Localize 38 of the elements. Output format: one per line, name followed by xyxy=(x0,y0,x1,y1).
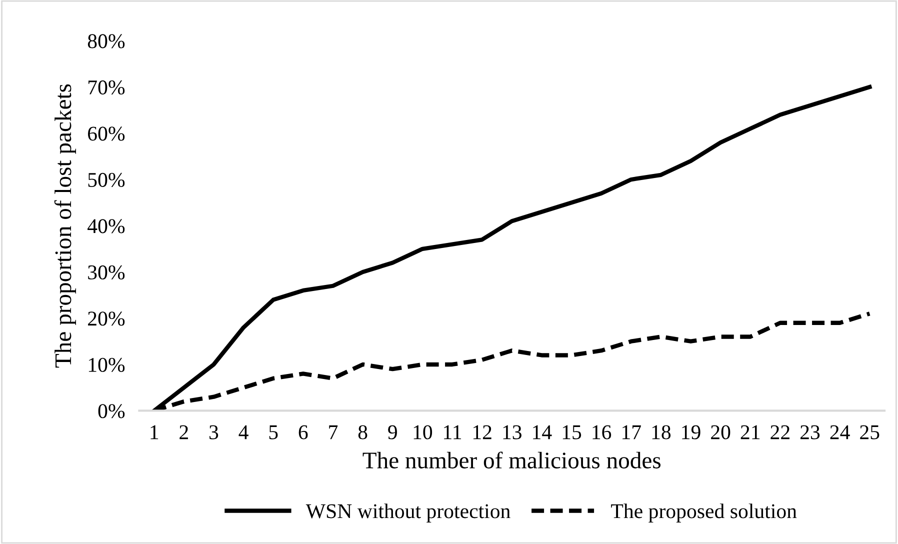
x-tick-label: 11 xyxy=(444,425,462,440)
x-tick-label: 19 xyxy=(682,425,700,440)
x-tick-label: 5 xyxy=(269,425,278,440)
x-tick-label: 2 xyxy=(180,425,188,440)
x-tick-label: 23 xyxy=(800,425,820,440)
x-tick-label: 20 xyxy=(711,425,730,440)
y-tick-label: 10% xyxy=(88,358,125,372)
y-tick-label: 50% xyxy=(88,172,125,188)
x-tick-label: 8 xyxy=(358,425,368,440)
y-tick-label: 20% xyxy=(88,312,125,326)
x-tick-label: 14 xyxy=(533,425,552,440)
x-axis-title: The number of malicious nodes xyxy=(362,452,661,468)
x-tick-label: 15 xyxy=(562,425,582,440)
x-tick-label: 4 xyxy=(238,425,248,440)
x-tick-label: 18 xyxy=(652,425,671,440)
x-tick-label: 12 xyxy=(473,425,492,440)
x-tick-label: 1 xyxy=(150,425,158,440)
y-tick-label: 0% xyxy=(98,404,125,418)
y-axis-title: The proportion of lost packets xyxy=(54,84,76,368)
legend-label: The proposed solution xyxy=(611,504,797,522)
x-tick-label: 6 xyxy=(298,425,308,440)
x-tick-label: 22 xyxy=(770,425,790,440)
x-tick-label: 9 xyxy=(388,425,397,440)
x-tick-label: 10 xyxy=(414,425,432,440)
y-tick-label: 70% xyxy=(88,80,125,95)
y-tick-label: 80% xyxy=(88,34,125,48)
x-tick-label: 17 xyxy=(622,425,641,440)
y-tick-label: 60% xyxy=(88,126,125,141)
y-tick-label: 30% xyxy=(88,265,125,280)
x-tick-label: 24 xyxy=(830,425,850,440)
x-tick-label: 21 xyxy=(740,425,760,440)
x-tick-label: 13 xyxy=(503,425,522,440)
legend-label: WSN without protection xyxy=(306,504,510,522)
x-tick-label: 7 xyxy=(329,425,338,440)
x-tick-label: 3 xyxy=(210,425,218,440)
x-tick-label: 16 xyxy=(592,425,612,440)
x-tick-label: 25 xyxy=(860,425,880,440)
y-tick-label: 40% xyxy=(88,219,125,234)
